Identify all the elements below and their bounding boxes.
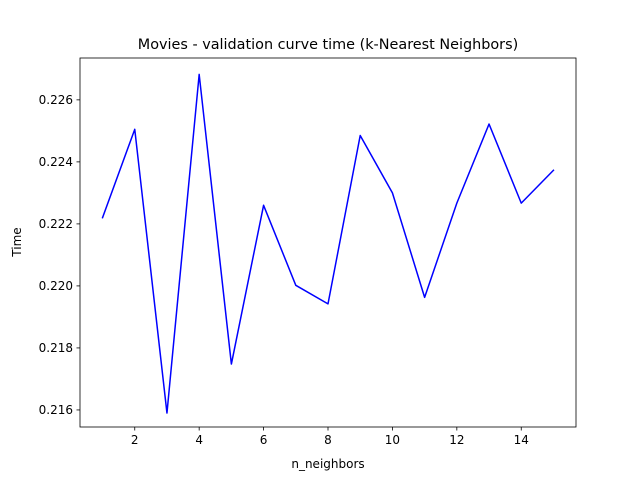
x-tick-label: 12: [449, 433, 464, 447]
x-tick-label: 14: [514, 433, 529, 447]
y-tick-label: 0.218: [39, 341, 73, 355]
series-line-0: [101, 73, 555, 414]
x-axis-label: n_neighbors: [291, 457, 364, 471]
x-tick-label: 10: [385, 433, 400, 447]
x-tick-label: 8: [324, 433, 332, 447]
x-tick-label: 4: [195, 433, 203, 447]
y-tick-label: 0.220: [39, 279, 73, 293]
y-tick-label: 0.216: [39, 403, 73, 417]
plot-area: 2 4 6 8 10 12 14 0.216 0.218 0.220 0.222 0.224 0.226: [39, 57, 577, 447]
y-tick-label: 0.222: [39, 217, 73, 231]
x-tick-label: 2: [131, 433, 139, 447]
y-axis-label: Time: [10, 227, 24, 257]
x-tick-label: 6: [260, 433, 268, 447]
y-tick-label: 0.226: [39, 93, 73, 107]
y-tick-label: 0.224: [39, 155, 73, 169]
chart-title: Movies - validation curve time (k-Neares…: [138, 37, 518, 53]
